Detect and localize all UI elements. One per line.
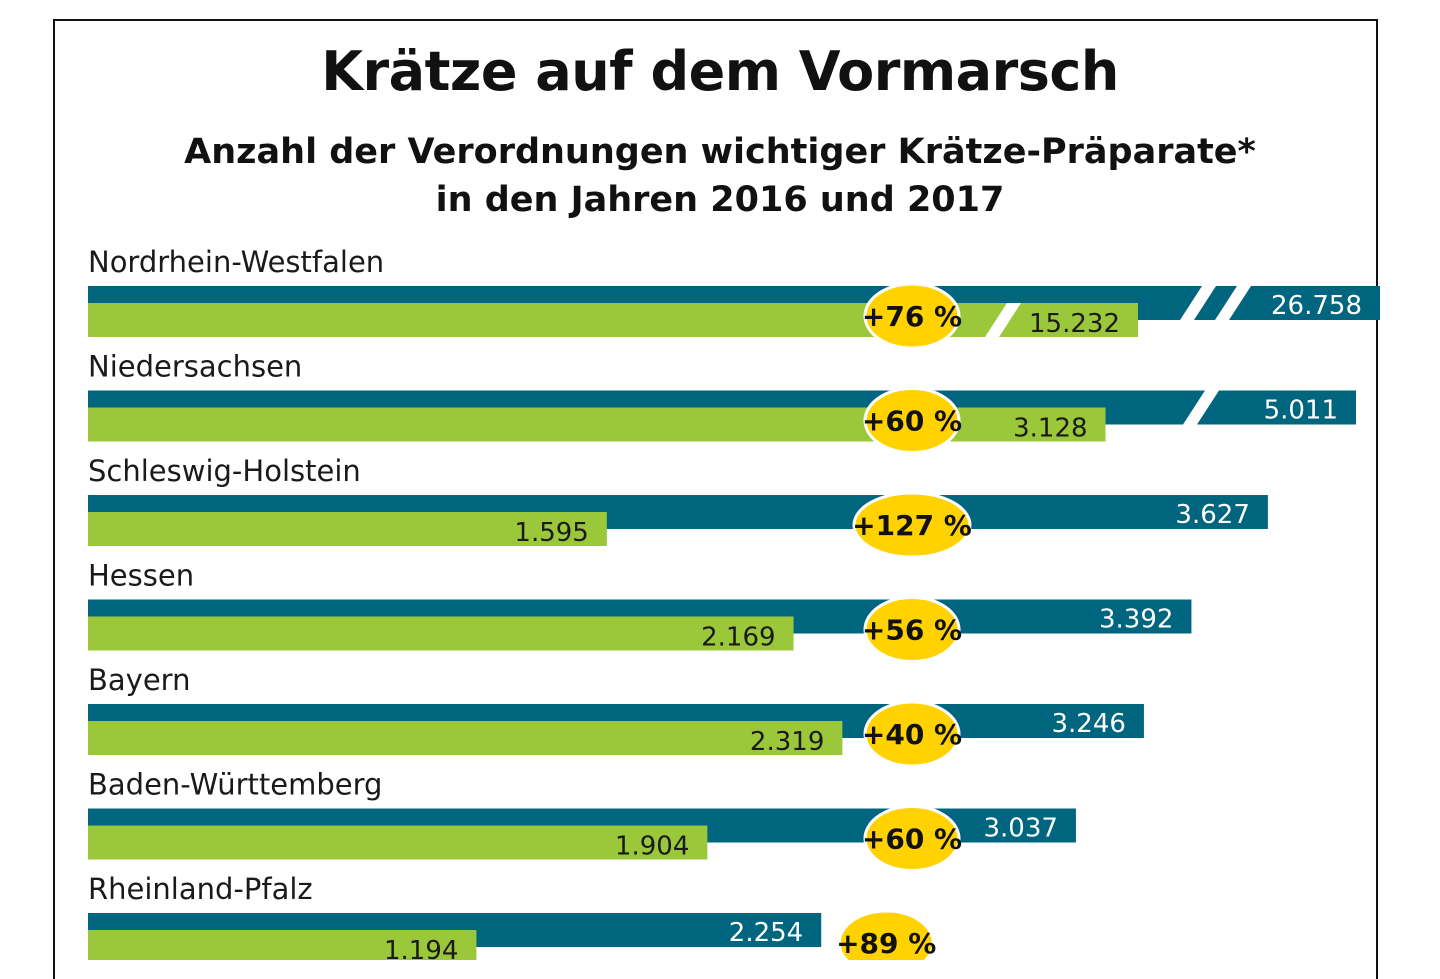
value-label-2017: 3.037: [983, 814, 1057, 844]
value-label-2016: 1.904: [615, 832, 689, 862]
bar-2016: [88, 930, 477, 960]
change-badge: [863, 700, 961, 768]
change-badge: [863, 387, 961, 454]
bar-2016: [88, 825, 708, 860]
category-label: Nordrhein-Westfalen: [88, 245, 384, 279]
axis-break-marker: [1180, 286, 1216, 320]
category-label: Schleswig-Holstein: [88, 454, 361, 488]
category-label: Niedersachsen: [88, 350, 302, 384]
chart-title: Krätze auf dem Vormarsch: [321, 40, 1119, 103]
change-label: +76 %: [862, 300, 962, 333]
subtitle-line-1: Anzahl der Verordnungen wichtiger Krätze…: [184, 132, 1256, 172]
category-label: Hessen: [88, 559, 194, 593]
change-label: +60 %: [862, 823, 962, 856]
axis-break-marker: [1215, 286, 1251, 320]
value-label-2017: 3.246: [1051, 709, 1125, 739]
change-label: +89 %: [836, 927, 936, 960]
value-label-2016: 2.319: [750, 727, 824, 757]
bar-2016: [88, 512, 607, 546]
change-badge: [852, 491, 972, 559]
bar-2016: [88, 303, 1138, 337]
chart-frame: [53, 19, 1378, 979]
change-label: +127 %: [852, 509, 972, 542]
value-label-2016: 3.128: [1013, 414, 1087, 444]
axis-break-marker: [985, 303, 1021, 337]
change-label: +40 %: [862, 718, 962, 751]
value-label-2017: 3.392: [1099, 605, 1173, 635]
category-label: Baden-Württemberg: [88, 768, 382, 802]
change-label: +60 %: [862, 405, 962, 438]
value-label-2016: 2.169: [701, 623, 775, 653]
change-badge: [863, 805, 961, 872]
change-badge: [863, 596, 961, 663]
value-label-2017: 5.011: [1264, 396, 1338, 426]
value-label-2016: 1.194: [384, 936, 458, 960]
value-label-2017: 26.758: [1271, 291, 1362, 321]
bar-2016: [88, 616, 794, 651]
change-label: +56 %: [862, 614, 962, 647]
axis-break-marker: [1183, 390, 1219, 425]
chart-subtitle: Anzahl der Verordnungen wichtiger Krätze…: [0, 128, 1440, 224]
category-label: Rheinland-Pfalz: [88, 872, 313, 906]
category-label: Bayern: [88, 663, 190, 697]
bar-2016: [88, 721, 843, 755]
subtitle-line-2: in den Jahren 2016 und 2017: [435, 180, 1005, 220]
value-label-2016: 1.595: [514, 518, 588, 548]
value-label-2017: 2.254: [729, 918, 803, 948]
value-label-2017: 3.627: [1175, 500, 1249, 530]
change-badge: [837, 909, 935, 960]
change-badge: [863, 282, 961, 350]
value-label-2016: 15.232: [1029, 309, 1120, 339]
